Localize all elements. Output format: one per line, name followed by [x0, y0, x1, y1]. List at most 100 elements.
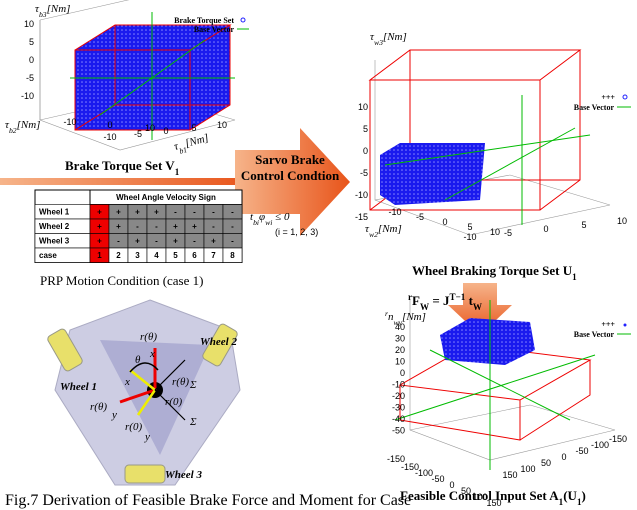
tick-label: 10 — [490, 227, 500, 237]
base-vector — [394, 354, 596, 421]
tick-label: -10 — [63, 117, 76, 127]
tick-label: 10 — [217, 120, 227, 130]
tick-label: -40 — [392, 414, 405, 424]
table-cell-text: + — [97, 237, 102, 246]
text-part: [Nm] — [383, 31, 407, 43]
tick-label: 150 — [502, 470, 517, 480]
text-part: τ — [35, 3, 40, 15]
table-cell-text: case — [39, 251, 57, 260]
table-cell-text: 2 — [116, 251, 121, 260]
tick-label: -5 — [360, 168, 368, 178]
tick-label: 0 — [163, 126, 168, 136]
tick-label: -100 — [415, 468, 433, 478]
tick-label: 150 — [486, 498, 501, 508]
tick-label: -50 — [575, 446, 588, 456]
tick-label: 50 — [541, 458, 551, 468]
condition-range: (i = 1, 2, 3) — [275, 227, 318, 237]
text-part: ≤ 0 — [272, 211, 290, 223]
frame-axes-zero — [129, 369, 157, 416]
plot-v — [39, 0, 249, 151]
table-cell-text: Wheel 1 — [39, 208, 70, 217]
base-vector — [444, 127, 576, 201]
text-part: 1 — [572, 272, 577, 282]
tick-label: -100 — [591, 440, 609, 450]
text-part: W — [473, 302, 482, 312]
tick-label: 10 — [24, 19, 34, 29]
robot-label: x — [124, 376, 130, 388]
tick-label: -10 — [463, 232, 476, 242]
base-vector — [429, 349, 571, 421]
theta-arc — [129, 362, 159, 373]
tick-label: -10 — [388, 207, 401, 217]
text-part: 1 — [577, 497, 582, 507]
tick-label: -10 — [392, 380, 405, 390]
table-cell-text: + — [211, 237, 216, 246]
tick-label: -10 — [21, 91, 34, 101]
text-part: 1 — [559, 497, 564, 507]
table-cell-text: 6 — [192, 251, 197, 260]
robot-label: r(0) — [165, 396, 182, 408]
text-part: Brake Torque Set — [65, 158, 165, 173]
table-cell-text: - — [117, 237, 120, 246]
text-part: V — [165, 158, 175, 173]
wheel-axes — [154, 359, 186, 421]
table-cell-text: - — [174, 208, 177, 217]
text-part: [Nm] — [378, 223, 402, 235]
figure-caption: Fig.7 Derivation of Feasible Brake Force… — [5, 492, 411, 509]
text-part: W — [420, 302, 429, 312]
table-cell-text: - — [212, 222, 215, 231]
text-part: t — [465, 293, 473, 308]
table-cell-text: - — [231, 237, 234, 246]
text-part: w2 — [369, 230, 378, 239]
table-header: Wheel Angle Velocity Sign — [116, 193, 216, 202]
table-cell-text: 8 — [230, 251, 235, 260]
text-part: bi — [253, 218, 259, 227]
table-cell-text: + — [97, 222, 102, 231]
legend-label: Base Vector — [574, 330, 615, 339]
table-cell-text: - — [193, 237, 196, 246]
condition: tbiφwi ≤ 0 — [250, 211, 290, 227]
tick-label: 5 — [581, 220, 586, 230]
table-cell-text: + — [154, 208, 159, 217]
legend-marker — [623, 323, 627, 327]
caption: Wheel Braking Torque Set U1 — [412, 263, 577, 282]
motion-table — [34, 189, 243, 263]
tick-label: 30 — [395, 334, 405, 344]
text-part: n — [388, 311, 394, 323]
tick-label: 10 — [395, 357, 405, 367]
text-part: r — [408, 292, 412, 302]
robot-label: y — [111, 409, 117, 421]
caption: Brake Torque Set V1 — [65, 158, 180, 177]
base-vector — [99, 39, 206, 116]
text-part: [Nm] — [47, 3, 71, 15]
table-cell-text: 5 — [173, 251, 178, 260]
caption: Feasible Control Input Set A1(U1) — [400, 488, 586, 507]
arrow-shaft — [0, 178, 250, 185]
wheel — [124, 464, 166, 484]
table-cell-text: + — [97, 208, 102, 217]
legend-label: +++ — [601, 320, 615, 329]
plot-a — [394, 300, 631, 470]
table-cell-text: 7 — [211, 251, 216, 260]
robot — [47, 299, 241, 486]
tick-label: -30 — [392, 403, 405, 413]
text-part: τ — [173, 140, 181, 153]
axis-label: τw2[Nm] — [365, 223, 402, 239]
robot-label: Σ — [189, 416, 197, 428]
tick-label: -150 — [387, 454, 405, 464]
wheel-braking-torque-set — [380, 143, 485, 205]
tick-label: -50 — [431, 474, 444, 484]
text-part: U — [563, 263, 573, 278]
text-part: τ — [370, 31, 375, 43]
text-part: Feasible Control Input Set — [400, 488, 549, 503]
tick-label: 0 — [543, 224, 548, 234]
tick-label: -5 — [504, 228, 512, 238]
table-cell-text: + — [135, 237, 140, 246]
text-part: F — [412, 293, 420, 308]
text-part: wy — [394, 318, 403, 327]
tick-label: -5 — [26, 73, 34, 83]
tick-label: -50 — [392, 426, 405, 436]
text-part: r — [385, 309, 389, 318]
